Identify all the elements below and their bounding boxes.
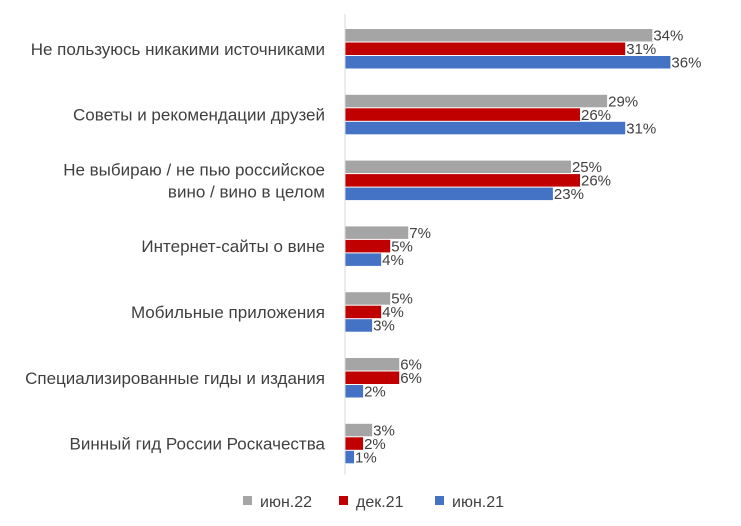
value-label: 3% [373,422,395,439]
category-label: Специализированные гиды и издания [25,369,325,388]
value-label: 6% [400,370,422,387]
value-label: 5% [391,238,413,255]
bar-июн.22-4 [345,292,391,305]
value-label: 5% [391,291,413,308]
bar-июн.21-4 [345,319,373,332]
legend-label-2: июн.21 [452,494,504,511]
bar-июн.22-6 [345,423,373,437]
bar-дек.21-6 [345,437,364,450]
value-label: 31% [626,41,656,58]
bar-дек.21-1 [345,108,581,121]
category-label: Винный гид России Роскачества [70,435,326,454]
bar-дек.21-4 [345,305,382,319]
bar-июн.21-1 [345,121,626,135]
category-label: Не выбираю / не пью российское [63,160,325,179]
bar-июн.22-0 [345,29,653,42]
bar-июн.22-3 [345,226,409,239]
bar-июн.21-2 [345,187,553,201]
value-label: 4% [382,252,404,269]
category-labels-layer: Не пользуюсь никакими источниками Советы … [25,40,325,454]
bar-июн.21-6 [345,450,355,464]
bar-июн.21-3 [345,253,382,266]
bar-дек.21-3 [345,239,391,253]
legend-swatch-1 [339,496,348,505]
value-label: 7% [409,225,431,242]
bar-июн.22-2 [345,160,571,174]
value-label: 34% [653,28,683,45]
value-label: 31% [626,120,656,137]
category-label: Интернет-сайты о вине [141,237,325,256]
legend-label-0: июн.22 [260,494,312,511]
bar-дек.21-0 [345,42,626,55]
value-label: 25% [572,159,602,176]
category-label: вино / вино в целом [168,182,325,201]
bar-июн.22-5 [345,358,400,371]
category-label: Не пользуюсь никакими источниками [31,40,325,59]
value-label: 6% [400,357,422,374]
legend-label-1: дек.21 [356,494,404,511]
value-label: 2% [364,384,386,401]
bar-июн.22-1 [345,94,608,108]
value-label: 2% [364,436,386,453]
bar-дек.21-5 [345,371,400,384]
bar-июн.21-5 [345,385,364,398]
value-label: 1% [355,449,377,466]
value-label: 29% [608,93,638,110]
value-label: 3% [373,318,395,335]
value-label: 36% [671,55,701,72]
value-labels-layer: 34%31%36%29%26%31%25%26%23%7%5%4%5%4%3%6… [355,28,701,467]
value-label: 23% [554,186,584,203]
value-label: 26% [581,173,611,190]
category-label: Советы и рекомендации друзей [73,106,325,125]
bars-layer [345,29,671,464]
legend: июн.22 дек.21 июн.21 [243,494,504,511]
bar-июн.21-0 [345,56,671,69]
category-label: Мобильные приложения [131,303,325,322]
bar-дек.21-2 [345,174,581,187]
legend-swatch-2 [435,496,444,505]
legend-swatch-0 [243,496,252,505]
value-label: 26% [581,107,611,124]
value-label: 4% [382,304,404,321]
